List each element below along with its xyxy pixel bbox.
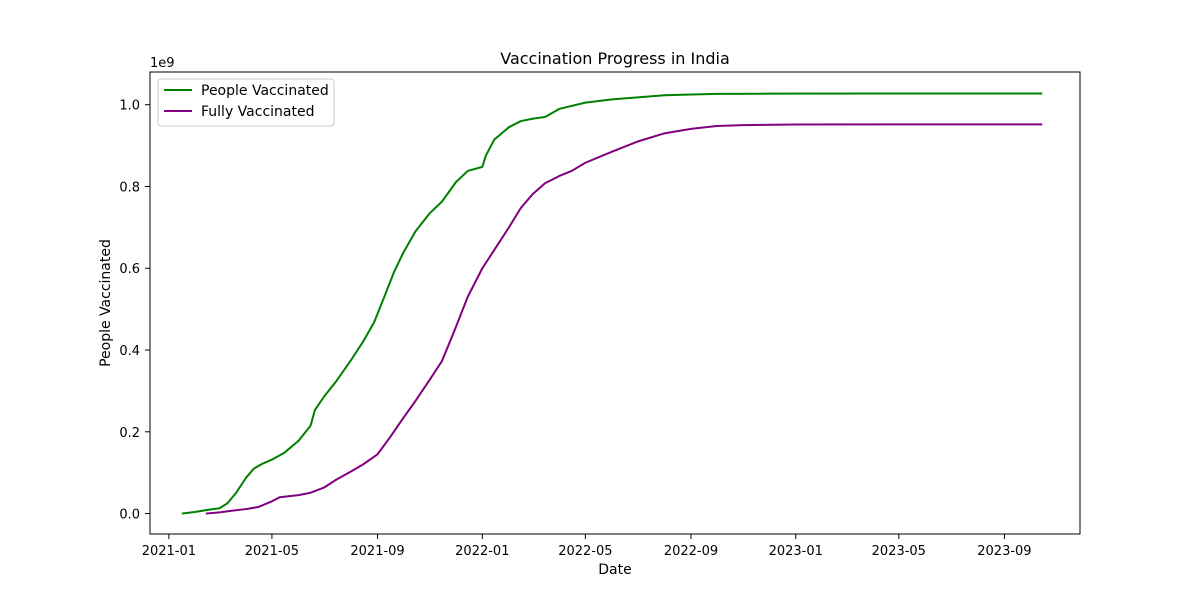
y-tick-label: 0.8 (119, 180, 140, 195)
series-line-fully-vaccinated (205, 123, 1043, 515)
x-tick-label: 2021-01 (142, 544, 196, 559)
x-axis-label: Date (598, 562, 631, 578)
legend-box (157, 78, 335, 127)
x-tick-label: 2022-01 (455, 544, 509, 559)
series-line-people-vaccinated (181, 92, 1043, 515)
x-tick-label: 2023-05 (872, 544, 926, 559)
axes-frame (149, 71, 1081, 535)
x-tick-label: 2023-09 (977, 544, 1031, 559)
legend: People Vaccinated Fully Vaccinated (157, 78, 335, 127)
y-tick-label: 0.6 (119, 262, 140, 277)
x-tick-label: 2022-05 (558, 544, 612, 559)
legend-label-fully-vaccinated: Fully Vaccinated (201, 104, 314, 120)
y-tick-label: 0.4 (119, 344, 140, 359)
x-tick-label: 2022-09 (664, 544, 718, 559)
plot-area (181, 92, 1043, 515)
x-tick-label: 2021-05 (245, 544, 299, 559)
chart-title: Vaccination Progress in India (500, 49, 730, 68)
y-tick-label: 0.2 (119, 426, 140, 441)
y-offset-label: 1e9 (150, 56, 175, 71)
y-axis-label: People Vaccinated (98, 239, 114, 367)
y-tick-label: 0.0 (119, 508, 140, 523)
y-tick-label: 1.0 (119, 99, 140, 114)
legend-label-people-vaccinated: People Vaccinated (201, 83, 329, 99)
x-tick-label: 2023-01 (769, 544, 823, 559)
x-tick-label: 2021-09 (350, 544, 404, 559)
